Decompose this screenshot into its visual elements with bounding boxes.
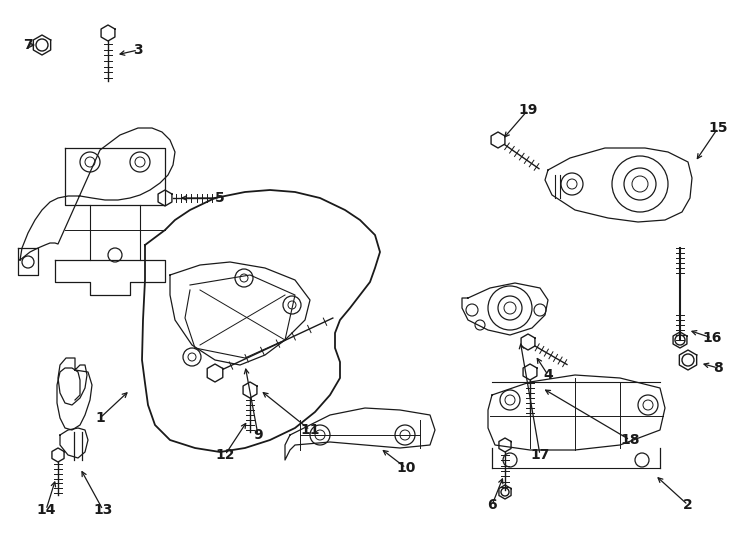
Text: 15: 15 [708,121,727,135]
Text: 14: 14 [36,503,56,517]
Text: 17: 17 [530,448,550,462]
Text: 5: 5 [215,191,225,205]
Text: 8: 8 [713,361,723,375]
Text: 16: 16 [702,331,722,345]
Text: 12: 12 [215,448,235,462]
Text: 2: 2 [683,498,693,512]
Text: 4: 4 [543,368,553,382]
Text: 1: 1 [95,411,105,425]
Text: 10: 10 [396,461,415,475]
Text: 19: 19 [518,103,538,117]
Text: 18: 18 [620,433,640,447]
Text: 6: 6 [487,498,497,512]
Text: 3: 3 [133,43,143,57]
Text: 9: 9 [253,428,263,442]
Text: 7: 7 [23,38,33,52]
Text: 11: 11 [300,423,320,437]
Text: 13: 13 [93,503,113,517]
